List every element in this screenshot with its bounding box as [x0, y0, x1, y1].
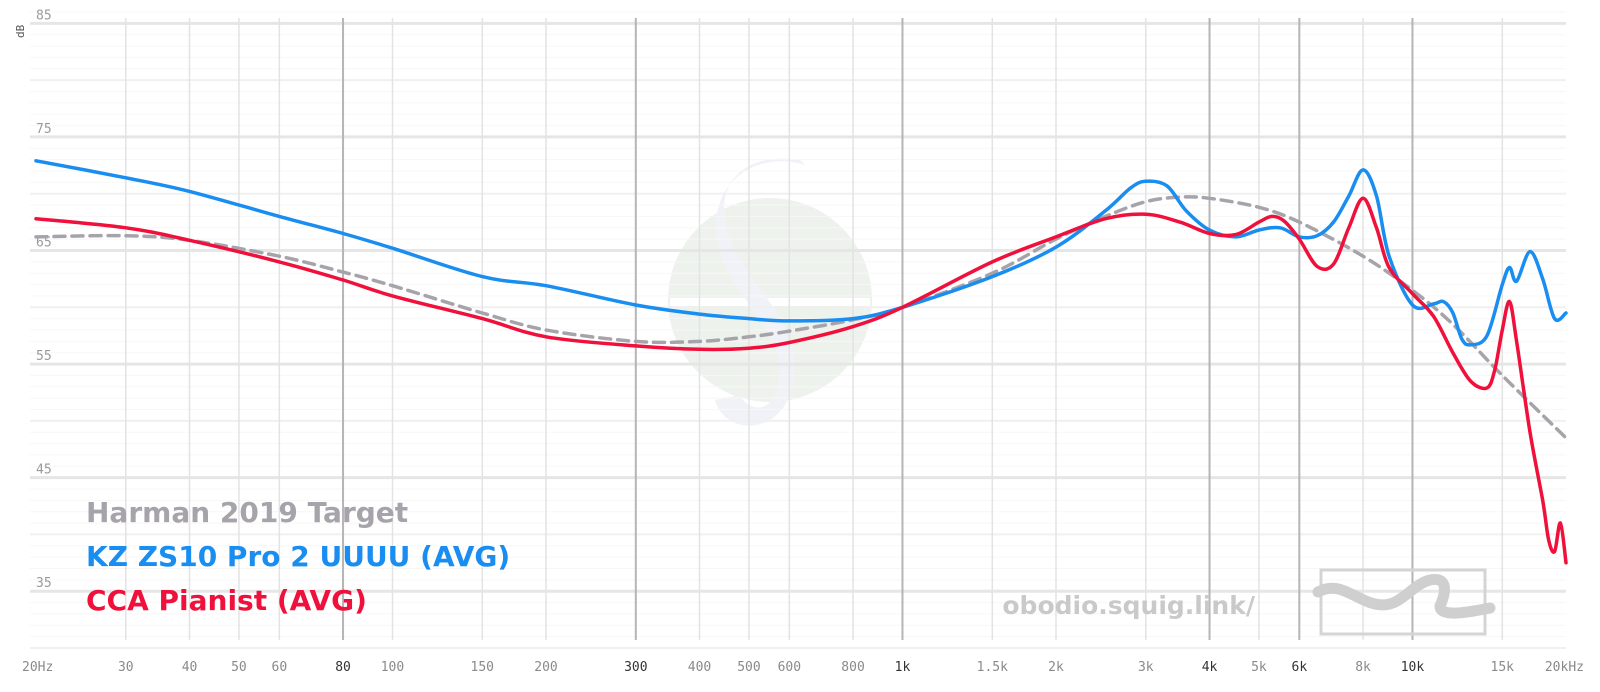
legend-entry-kz[interactable]: KZ ZS10 Pro 2 UUUU (AVG) — [86, 540, 510, 573]
y-tick-label: 55 — [36, 349, 52, 364]
x-tick-label: 500 — [737, 660, 760, 675]
x-tick-label: 20kHz — [1545, 660, 1584, 675]
x-tick-label: 3k — [1138, 660, 1154, 675]
x-tick-label: 5k — [1251, 660, 1267, 675]
x-tick-label: 10k — [1401, 660, 1425, 675]
x-tick-label: 2k — [1048, 660, 1064, 675]
x-tick-label: 60 — [272, 660, 288, 675]
x-tick-label: 300 — [624, 660, 647, 675]
legend-entry-target[interactable]: Harman 2019 Target — [86, 496, 408, 529]
y-tick-label: 35 — [36, 576, 52, 591]
x-tick-label: 100 — [381, 660, 404, 675]
x-tick-label: 200 — [534, 660, 557, 675]
x-tick-label: 40 — [182, 660, 198, 675]
y-tick-label: 45 — [36, 463, 52, 478]
x-tick-label: 20Hz — [22, 660, 53, 675]
x-axis-tick-labels: 20Hz 30 40 50 60 80 100 150 200 300 400 500 600 800 1k… — [22, 660, 1584, 675]
x-tick-label: 1k — [895, 660, 911, 675]
x-tick-label: 600 — [778, 660, 801, 675]
x-tick-label: 8k — [1355, 660, 1371, 675]
x-tick-label: 4k — [1202, 660, 1218, 675]
x-tick-label: 15k — [1491, 660, 1515, 675]
y-axis-tick-labels: 35 45 55 65 75 85 — [36, 8, 52, 591]
x-tick-label: 80 — [335, 660, 351, 675]
legend-entry-cca[interactable]: CCA Pianist (AVG) — [86, 584, 367, 617]
site-watermark: obodio.squig.link/ — [1002, 591, 1255, 620]
y-tick-label: 85 — [36, 8, 52, 23]
x-tick-label: 1.5k — [977, 660, 1008, 675]
x-tick-label: 6k — [1292, 660, 1308, 675]
vertical-gridlines — [125, 18, 1504, 640]
series-line-cca — [34, 196, 1568, 565]
x-tick-label: 50 — [231, 660, 247, 675]
x-tick-label: 400 — [688, 660, 711, 675]
y-axis-unit-label: dB — [14, 24, 27, 38]
squiglink-logo-watermark — [668, 158, 872, 426]
series-lines — [34, 159, 1568, 565]
corner-logo-icon — [1312, 568, 1496, 636]
x-tick-label: 150 — [471, 660, 494, 675]
x-tick-label: 30 — [118, 660, 134, 675]
y-tick-label: 65 — [36, 236, 52, 251]
y-tick-label: 75 — [36, 122, 52, 137]
x-tick-label: 800 — [841, 660, 864, 675]
